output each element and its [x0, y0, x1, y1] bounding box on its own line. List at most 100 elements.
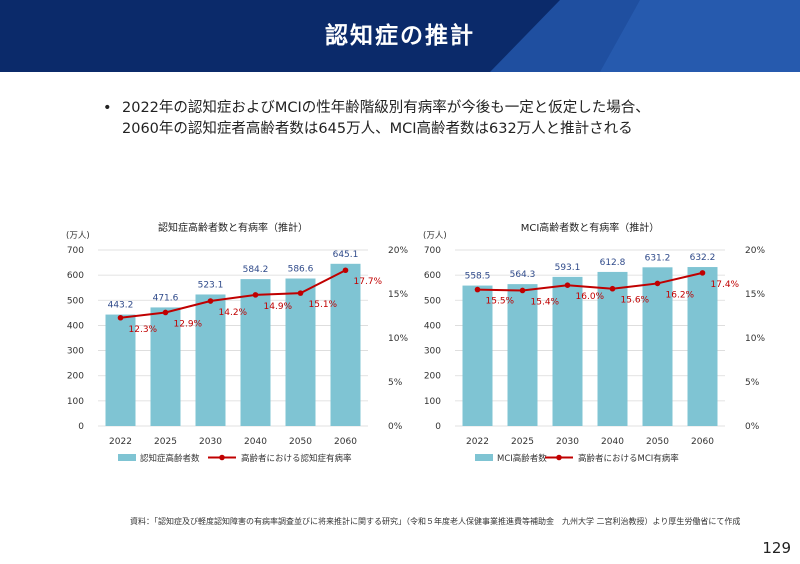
bar	[687, 267, 718, 426]
bar	[330, 263, 361, 426]
y-tick-label: 100	[424, 397, 441, 407]
y2-tick-label: 5%	[388, 378, 403, 388]
y-tick-label: 500	[424, 296, 441, 306]
rate-value-label: 16.0%	[576, 292, 605, 302]
bar	[597, 271, 628, 426]
mci-chart: MCI高齢者数と有病率（推計） (万人) 0 100 200 300 400 500 600 70…	[405, 215, 785, 475]
y-tick-label: 200	[67, 372, 84, 382]
rate-point	[519, 287, 526, 294]
legend-line-label: 高齢者における認知症有病率	[241, 453, 352, 464]
bar	[507, 284, 538, 426]
bar	[195, 294, 226, 426]
rate-value-label: 15.4%	[531, 297, 560, 307]
y2-tick-label: 15%	[388, 290, 408, 300]
bar-value-label: 564.3	[510, 270, 536, 280]
rate-line	[477, 271, 703, 292]
bar-value-label: 523.1	[198, 280, 224, 290]
x-tick-label: 2050	[646, 437, 669, 447]
x-tick-label: 2025	[511, 437, 534, 447]
bar-value-label: 586.6	[288, 265, 314, 275]
rate-point	[297, 290, 304, 296]
bar	[150, 307, 181, 426]
rate-point	[342, 267, 349, 274]
legend-bar-label: 認知症高齢者数	[140, 453, 200, 464]
x-tick-label: 2060	[691, 437, 714, 447]
y2-tick-label: 20%	[745, 246, 765, 256]
y2-tick-label: 0%	[388, 422, 403, 432]
bar-value-label: 471.6	[153, 293, 179, 303]
y-tick-label: 700	[424, 246, 441, 256]
bar	[462, 285, 493, 426]
rate-value-label: 15.6%	[621, 296, 650, 306]
page-number: 129	[762, 539, 791, 557]
y-tick-label: 600	[424, 271, 441, 281]
x-tick-label: 2060	[334, 437, 357, 447]
rate-value-label: 15.1%	[309, 300, 338, 310]
bar-value-label: 584.2	[243, 265, 269, 275]
mci-chart-svg: MCI高齢者数と有病率（推計） (万人) 0 100 200 300 400 500 600 70…	[423, 221, 765, 464]
y-tick-label: 400	[67, 321, 84, 331]
y-tick-label: 0	[435, 422, 441, 432]
bullet-marker: •	[103, 100, 112, 116]
rate-point	[162, 309, 169, 316]
x-tick-label: 2030	[199, 437, 222, 447]
dementia-chart-svg: 認知症高齢者数と有病率（推計） (万人) 0 100 200 300 400 500 600 70…	[66, 221, 408, 464]
bar-value-label: 443.2	[108, 301, 134, 311]
x-tick-label: 2022	[466, 437, 489, 447]
y-tick-label: 500	[67, 296, 84, 306]
x-tick-label: 2050	[289, 437, 312, 447]
bar-value-label: 631.2	[645, 253, 671, 263]
y2-tick-label: 0%	[745, 422, 760, 432]
legend-line-marker	[219, 454, 225, 461]
x-tick-label: 2040	[601, 437, 624, 447]
x-tick-label: 2025	[154, 437, 177, 447]
y2-tick-label: 10%	[388, 334, 408, 344]
summary-line-2: 2060年の認知症者高齢者数は645万人、MCI高齢者数は632万人と推計される	[122, 121, 633, 137]
y-tick-label: 0	[78, 422, 84, 432]
bar	[552, 276, 583, 426]
slide-title: 認知症の推計	[325, 23, 475, 49]
rate-point	[474, 286, 481, 293]
legend-line-marker	[556, 454, 562, 461]
legend-bar-swatch	[475, 454, 493, 461]
rate-point	[699, 270, 706, 276]
rate-value-label: 17.4%	[711, 280, 740, 290]
y-tick-label: 600	[67, 271, 84, 281]
y2-tick-label: 5%	[745, 378, 760, 388]
y-tick-label: 700	[67, 246, 84, 256]
y-tick-label: 300	[67, 347, 84, 357]
rate-point	[564, 282, 571, 288]
source-note: 資料：「認知症及び軽度認知障害の有病率調査並びに将来推計に関する研究」（令和５年…	[130, 517, 741, 526]
y-axis-unit: (万人)	[423, 231, 447, 241]
bar	[240, 279, 271, 426]
dementia-chart: 認知症高齢者数と有病率（推計） (万人) 0 100 200 300 400 500 600 70…	[48, 215, 428, 475]
summary-line-1: 2022年の認知症およびMCIの性年齢階級別有病率が今後も一定と仮定した場合、	[122, 100, 650, 116]
rate-line	[120, 269, 346, 319]
bar	[285, 278, 316, 426]
bar	[105, 314, 136, 426]
rate-value-label: 16.2%	[666, 290, 695, 300]
y2-tick-label: 10%	[745, 334, 765, 344]
rate-point	[117, 314, 124, 321]
chart-title: MCI高齢者数と有病率（推計）	[521, 221, 660, 234]
rate-value-label: 14.9%	[264, 302, 293, 312]
bar-value-label: 645.1	[333, 250, 359, 260]
rate-point	[252, 292, 259, 298]
rate-value-label: 14.2%	[219, 308, 248, 318]
y-tick-label: 400	[424, 321, 441, 331]
rate-value-label: 17.7%	[354, 277, 383, 287]
rate-value-label: 12.9%	[174, 319, 203, 329]
y-tick-label: 300	[424, 347, 441, 357]
rate-point	[207, 298, 214, 304]
chart-title: 認知症高齢者数と有病率（推計）	[158, 221, 308, 234]
legend-line-label: 高齢者におけるMCI有病率	[578, 453, 679, 464]
rate-point	[654, 280, 661, 287]
y-tick-label: 200	[424, 372, 441, 382]
bar-value-label: 593.1	[555, 263, 581, 273]
x-tick-label: 2022	[109, 437, 132, 447]
y2-tick-label: 15%	[745, 290, 765, 300]
header-background	[0, 0, 800, 72]
legend-bar-label: MCI高齢者数	[497, 453, 547, 464]
rate-value-label: 15.5%	[486, 297, 515, 307]
y-tick-label: 100	[67, 397, 84, 407]
